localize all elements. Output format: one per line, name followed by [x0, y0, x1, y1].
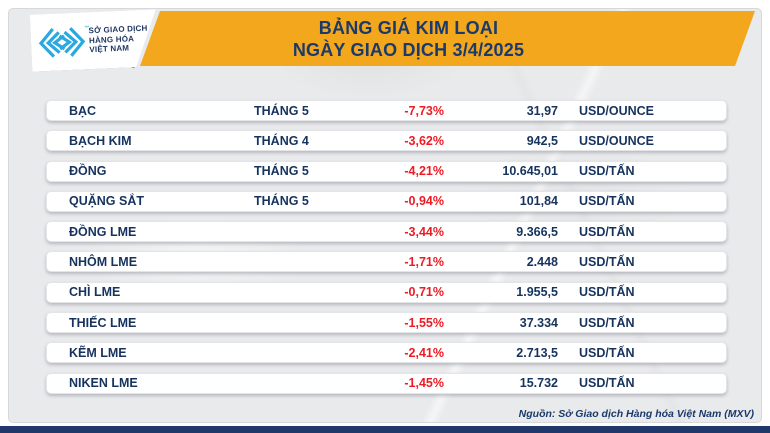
table-row: ĐỒNG LME -3,44% 9.366,5 USD/TẤN — [46, 221, 727, 243]
percent-change: -0,71% — [404, 285, 444, 300]
source-note: Nguồn: Sở Giao dịch Hàng hóa Việt Nam (M… — [518, 408, 754, 420]
price-unit: USD/TẤN — [579, 315, 635, 330]
table-row: BẠCH KIM THÁNG 4 -3,62% 942,5 USD/OUNCE — [46, 130, 727, 152]
percent-change: -4,21% — [404, 164, 444, 179]
title-banner: BẢNG GIÁ KIM LOẠI NGÀY GIAO DỊCH 3/4/202… — [140, 11, 755, 66]
logo-text-line3: VIỆT NAM — [89, 43, 130, 55]
percent-change: -0,94% — [404, 194, 444, 209]
table-row: THIẾC LME -1,55% 37.334 USD/TẤN — [46, 312, 727, 334]
price-unit: USD/TẤN — [579, 254, 635, 269]
price-unit: USD/TẤN — [579, 376, 635, 391]
table-row: ĐỒNG THÁNG 5 -4,21% 10.645,01 USD/TẤN — [46, 160, 727, 182]
page-title-line1: BẢNG GIÁ KIM LOẠI — [318, 17, 499, 38]
price-unit: USD/TẤN — [579, 224, 635, 239]
percent-change: -3,44% — [404, 224, 444, 239]
price-value: 9.366,5 — [516, 224, 558, 239]
mxv-logo-card: ™ SỞ GIAO DỊCH HÀNG HÓA VIỆT NAM — [30, 9, 158, 71]
price-value: 37.334 — [519, 315, 558, 330]
table-row: QUẶNG SẮT THÁNG 5 -0,94% 101,84 USD/TẤN — [46, 190, 727, 212]
percent-change: -1,71% — [404, 254, 444, 269]
page-title-line2: NGÀY GIAO DỊCH 3/4/2025 — [292, 39, 525, 60]
commodity-name: NHÔM LME — [69, 254, 138, 269]
price-value: 2.713,5 — [516, 345, 558, 360]
price-unit: USD/TẤN — [579, 285, 635, 300]
commodity-name: NIKEN LME — [69, 376, 138, 391]
percent-change: -3,62% — [404, 133, 444, 148]
percent-change: -1,45% — [404, 376, 444, 391]
table-row: KẼM LME -2,41% 2.713,5 USD/TẤN — [46, 342, 727, 364]
table-row: CHÌ LME -0,71% 1.955,5 USD/TẤN — [46, 281, 727, 303]
price-unit: USD/TẤN — [579, 164, 635, 179]
price-value: 942,5 — [526, 133, 558, 148]
contract-month: THÁNG 5 — [254, 194, 309, 209]
price-value: 10.645,01 — [502, 164, 558, 179]
price-value: 1.955,5 — [516, 285, 558, 300]
commodity-name: CHÌ LME — [69, 285, 121, 300]
commodity-name: QUẶNG SẮT — [69, 194, 144, 209]
contract-month: THÁNG 4 — [254, 133, 309, 148]
commodity-name: KẼM LME — [69, 345, 127, 360]
mxv-logo-text: SỞ GIAO DỊCH HÀNG HÓA VIỆT NAM — [88, 24, 148, 55]
contract-month: THÁNG 5 — [254, 103, 309, 118]
table-row: NHÔM LME -1,71% 2.448 USD/TẤN — [46, 251, 727, 273]
price-unit: USD/TẤN — [579, 345, 635, 360]
price-unit: USD/OUNCE — [579, 133, 655, 148]
price-value: 31,97 — [526, 103, 558, 118]
commodity-name: BẠC — [69, 103, 97, 118]
table-row: NIKEN LME -1,45% 15.732 USD/TẤN — [46, 372, 727, 394]
commodity-name: ĐỒNG LME — [69, 224, 137, 239]
price-unit: USD/TẤN — [579, 194, 635, 209]
table-row: BẠC THÁNG 5 -7,73% 31,97 USD/OUNCE — [46, 100, 727, 121]
percent-change: -2,41% — [404, 345, 444, 360]
price-table: BẠC THÁNG 5 -7,73% 31,97 USD/OUNCE BẠCH … — [46, 100, 727, 403]
commodity-name: ĐỒNG — [69, 164, 107, 179]
percent-change: -1,55% — [404, 315, 444, 330]
commodity-name: BẠCH KIM — [69, 133, 132, 148]
price-value: 15.732 — [519, 376, 558, 391]
price-value: 101,84 — [519, 194, 558, 209]
commodity-name: THIẾC LME — [69, 315, 137, 330]
trademark-symbol: ™ — [84, 24, 90, 31]
price-unit: USD/OUNCE — [579, 103, 655, 118]
mxv-diamond-icon: ™ — [37, 24, 86, 60]
percent-change: -7,73% — [404, 103, 444, 118]
contract-month: THÁNG 5 — [254, 164, 309, 179]
price-value: 2.448 — [526, 254, 558, 269]
bottom-bar — [0, 426, 770, 433]
